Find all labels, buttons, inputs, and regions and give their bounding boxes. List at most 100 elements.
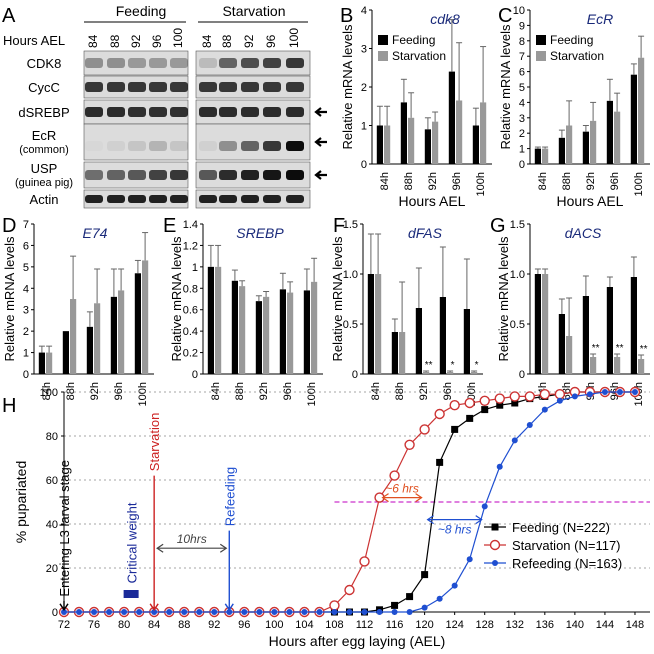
significance-label: **: [425, 360, 433, 371]
y-axis-label: % pupariated: [13, 461, 29, 544]
chart-title: dFAS: [408, 225, 443, 241]
blot-band: [241, 82, 259, 92]
marker-starvation: [419, 424, 430, 435]
y-tick-label: 4: [361, 5, 367, 17]
blot-band: [128, 58, 146, 68]
blot-arrow-icon: [314, 170, 327, 180]
blot-band: [219, 141, 237, 151]
blot-arrow-icon: [314, 107, 327, 117]
blot-strip-feeding: [83, 50, 189, 76]
six-hours-label: ~6 hrs: [385, 482, 419, 496]
blot-band: [107, 107, 125, 117]
y-tick-label: 2: [519, 128, 525, 140]
bar-starvation: [614, 111, 621, 164]
y-tick-label: 1.0: [343, 269, 358, 281]
blot-row-sublabel: (common): [19, 144, 69, 156]
y-tick-label: 1.5: [510, 219, 525, 231]
x-tick-label: 92: [208, 619, 220, 631]
blot-band: [199, 58, 217, 68]
blot-band: [149, 82, 167, 92]
charts-layer: 0 1 2 3 4 84h 88h 92h 96h 100h cdk8 Relative mRNA l…: [2, 5, 650, 649]
marker-feeding: [391, 601, 399, 609]
marker-starvation: [554, 389, 566, 400]
marker-feeding: [451, 425, 459, 433]
x-tick-label: 100h: [306, 382, 318, 406]
blot-band: [149, 58, 167, 68]
y-tick-label: 1: [361, 121, 367, 133]
blot-band: [286, 141, 304, 151]
x-tick-label: 136: [536, 619, 554, 631]
blot-band: [199, 170, 217, 180]
y-tick-label: 0: [352, 369, 358, 381]
arrowhead-icon: [426, 515, 434, 525]
blot-band: [170, 107, 188, 117]
marker-refeeding: [466, 556, 473, 563]
legend-label: Starvation: [550, 49, 604, 63]
blot-group-feeding: Feeding: [116, 3, 167, 19]
marker-refeeding: [121, 609, 128, 615]
blot-band: [170, 58, 188, 68]
blot-band: [241, 107, 259, 117]
marker-refeeding: [181, 609, 188, 615]
marker-refeeding: [271, 609, 278, 615]
bar-feeding: [415, 308, 422, 374]
blot-band: [170, 141, 188, 151]
bar-feeding: [110, 296, 117, 374]
y-axis-label: Relative mRNA levels: [498, 24, 513, 149]
blot-band: [286, 170, 304, 180]
blot-lane-label-starvation: 88: [220, 34, 234, 48]
x-tick-label: 100h: [137, 382, 149, 406]
x-tick-label: 88h: [403, 172, 415, 190]
bar-starvation: [638, 57, 645, 164]
blot-band: [199, 141, 217, 151]
bar-starvation: [215, 266, 222, 374]
bar-starvation: [311, 281, 318, 374]
bar-starvation: [480, 102, 487, 164]
blot-band: [170, 82, 188, 92]
bar-starvation: [263, 296, 270, 374]
blot-arrow-icon: [314, 137, 327, 147]
x-tick-label: 96h: [113, 382, 125, 400]
blot-band: [199, 82, 217, 92]
blot-lane-label-feeding: 100: [171, 28, 185, 48]
arrowhead-icon: [224, 603, 234, 612]
x-tick-label: 96: [238, 619, 250, 631]
arrowhead-icon: [475, 515, 483, 525]
chart-title: dACS: [565, 225, 602, 241]
bar-starvation: [94, 303, 101, 374]
y-tick-label: 4: [23, 283, 29, 295]
ten-hours-label: 10hrs: [177, 532, 207, 546]
bar-feeding: [255, 301, 262, 374]
bar-chart-e: 0 0.2 0.4 0.6 0.8 1 1.2 1.4 84h 88h 92h 96h 100h SREB…: [169, 219, 323, 406]
blot-band: [219, 82, 237, 92]
blot-row-label: CycC: [28, 80, 60, 95]
panel-letter-a: A: [2, 5, 16, 27]
y-tick-label: 0: [23, 369, 29, 381]
marker-refeeding: [316, 609, 323, 615]
x-tick-label: 108: [325, 619, 343, 631]
marker-feeding: [481, 406, 489, 414]
blot-band: [85, 170, 103, 180]
blot-band: [241, 58, 259, 68]
marker-starvation: [524, 391, 535, 402]
legend-marker: [492, 560, 498, 566]
marker-refeeding: [61, 609, 67, 615]
blot-band: [263, 170, 281, 180]
x-tick-label: 88: [178, 619, 190, 631]
bar-starvation: [566, 125, 573, 164]
bar-starvation: [542, 274, 549, 374]
marker-starvation: [449, 400, 460, 411]
blot-lane-label-starvation: 84: [200, 34, 214, 48]
blot-band: [107, 194, 125, 204]
marker-starvation: [479, 395, 490, 406]
bar-starvation: [432, 121, 439, 164]
legend-label: Feeding (N=222): [512, 520, 610, 535]
bar-starvation: [590, 357, 597, 374]
y-tick-label: 1: [192, 262, 198, 274]
refeeding-label: Refeeding: [222, 467, 237, 526]
blot-hours-label: Hours AEL: [3, 33, 65, 48]
eight-hours-label: ~8 hrs: [438, 523, 472, 537]
marker-refeeding: [601, 389, 608, 395]
chart-title: EcR: [587, 11, 613, 27]
